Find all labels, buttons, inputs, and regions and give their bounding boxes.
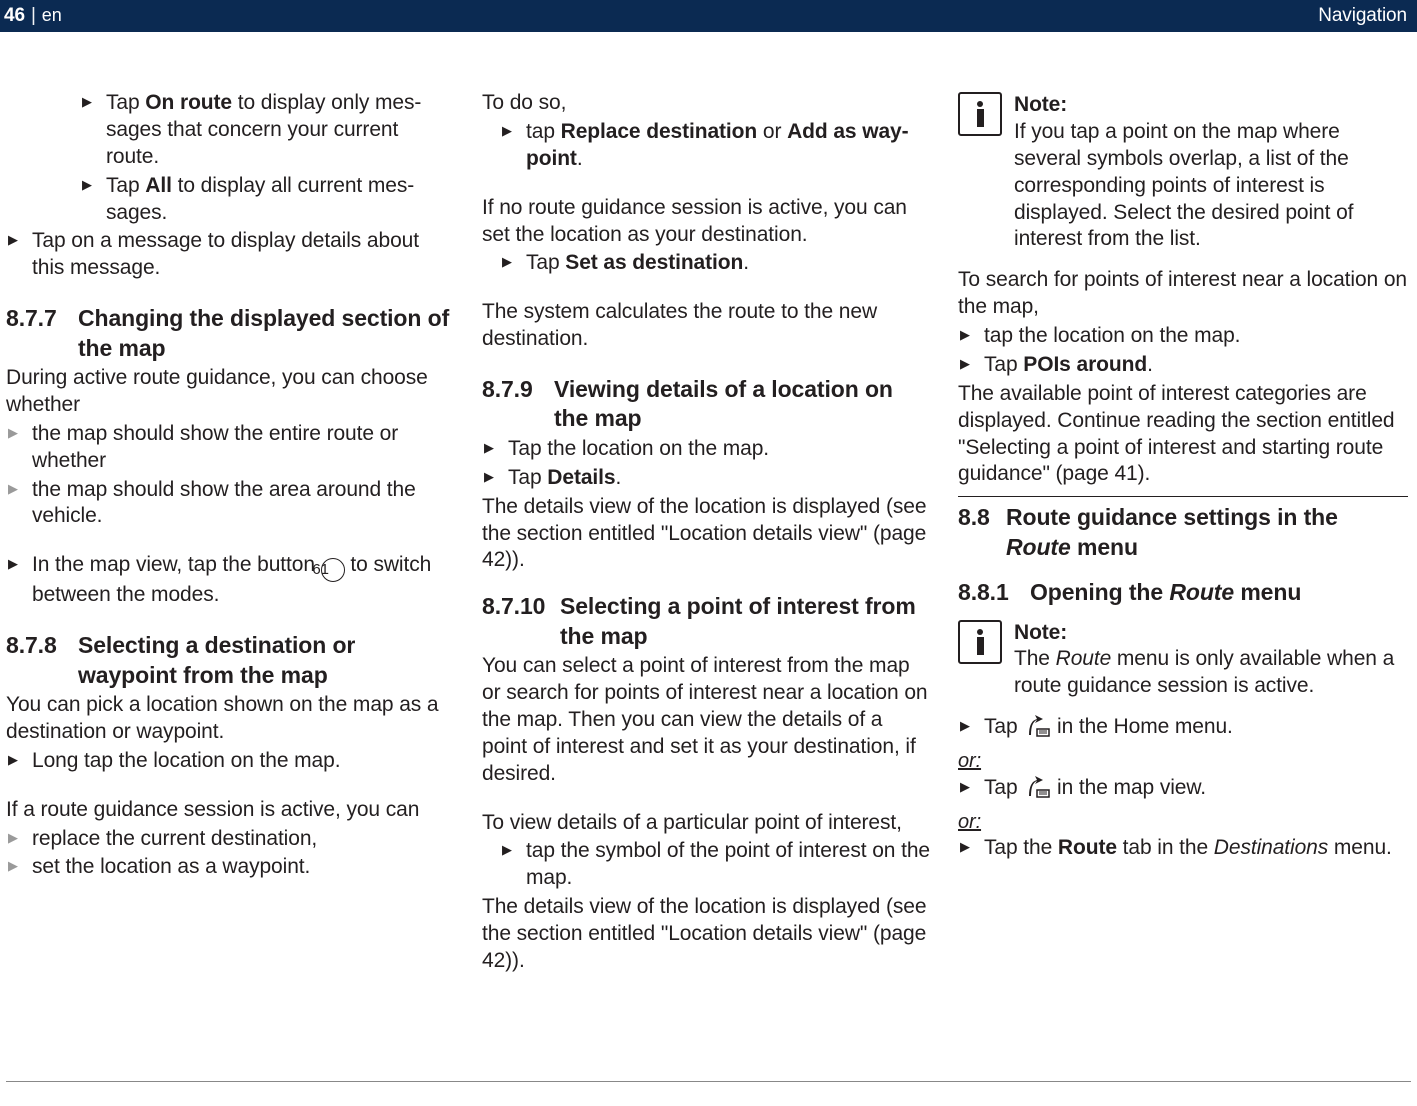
bullet-icon: ▶ (960, 327, 984, 344)
bullet-icon: ▶ (82, 94, 106, 111)
note-text: If you tap a point on the map where seve… (1014, 119, 1408, 253)
bullet-icon: ▶ (502, 842, 526, 859)
paragraph: You can pick a location shown on the map… (6, 692, 456, 746)
list-item: ▶the map should show the area around the… (6, 477, 456, 531)
note-heading: Note: (1014, 620, 1408, 647)
paragraph: To do so, (482, 90, 932, 117)
list-item: ▶Tap All to display all current mes­sage… (6, 173, 456, 227)
list-item: ▶Tap On route to display only mes­sages … (6, 90, 456, 171)
list-item: ▶Tap the Route tab in the Destinations m… (958, 835, 1408, 862)
ref-61-icon: 61 (321, 558, 345, 582)
list-item: ▶tap the symbol of the point of interest… (482, 838, 932, 892)
bullet-icon: ▶ (502, 123, 526, 140)
bullet-icon: ▶ (8, 752, 32, 769)
paragraph: The available point of interest categori… (958, 381, 1408, 489)
footer-rule (6, 1081, 1411, 1082)
list-item: ▶Tap Set as destination. (482, 250, 932, 277)
list-item: ▶Tap on a message to display details abo… (6, 228, 456, 282)
bullet-icon: ▶ (960, 356, 984, 373)
bullet-icon: ▶ (502, 254, 526, 271)
bullet-icon: ▶ (960, 718, 984, 735)
page-number: 46 (4, 4, 25, 28)
heading-8-7-9: 8.7.9Viewing details of a location on th… (482, 375, 932, 434)
or-label: or: (958, 749, 1408, 775)
bullet-icon: ▶ (82, 177, 106, 194)
bullet-icon: ▶ (8, 425, 32, 442)
bullet-icon: ▶ (8, 556, 32, 573)
info-icon (958, 620, 1002, 664)
bullet-icon: ▶ (960, 839, 984, 856)
heading-8-7-7: 8.7.7Changing the displayed sec­tion of … (6, 304, 456, 363)
paragraph: During active route guidance, you can ch… (6, 365, 456, 419)
list-item: ▶Tap the location on the map. (482, 436, 932, 463)
page-language: en (42, 4, 62, 27)
list-item: ▶Tap in the map view. (958, 775, 1408, 802)
heading-8-8-1: 8.8.1Opening the Route menu (958, 578, 1408, 607)
paragraph: If a route guidance session is active, y… (6, 797, 456, 824)
paragraph: You can select a point of interest from … (482, 653, 932, 787)
page-body: ▶Tap On route to display only mes­sages … (0, 32, 1408, 1056)
paragraph: The details view of the location is disp… (482, 894, 932, 975)
heading-8-7-10: 8.7.10Selecting a point of interest from… (482, 592, 932, 651)
list-item: ▶tap Replace destination or Add as way­p… (482, 119, 932, 173)
header-separator: | (31, 4, 36, 28)
list-item: ▶Long tap the location on the map. (6, 748, 456, 775)
bullet-icon: ▶ (484, 440, 508, 457)
route-icon (1023, 776, 1051, 798)
list-item: ▶replace the current destination, (6, 826, 456, 853)
route-icon (1023, 715, 1051, 737)
list-item: ▶tap the location on the map. (958, 323, 1408, 350)
note-box: Note: If you tap a point on the map wher… (958, 92, 1408, 253)
bullet-icon: ▶ (8, 830, 32, 847)
list-item: ▶Tap Details. (482, 465, 932, 492)
info-icon (958, 92, 1002, 136)
bullet-icon: ▶ (960, 779, 984, 796)
or-label: or: (958, 810, 1408, 836)
paragraph: If no route guidance session is active, … (482, 195, 932, 249)
note-heading: Note: (1014, 92, 1408, 119)
heading-8-7-8: 8.7.8Selecting a destination or waypoint… (6, 631, 456, 690)
paragraph: The system calculates the route to the n… (482, 299, 932, 353)
paragraph: To view details of a particular point of… (482, 810, 932, 837)
list-item: ▶Tap in the Home menu. (958, 714, 1408, 741)
paragraph: To search for points of interest near a … (958, 267, 1408, 321)
bullet-icon: ▶ (484, 469, 508, 486)
note-box: Note: The Route menu is only available w… (958, 620, 1408, 701)
page-header: 46 | en Navigation (0, 0, 1417, 32)
list-item: ▶the map should show the entire route or… (6, 421, 456, 475)
section-title: Navigation (1318, 4, 1407, 28)
note-text: The Route menu is only available when a … (1014, 646, 1408, 700)
list-item: ▶In the map view, tap the button 61 to s… (6, 552, 456, 609)
paragraph: The details view of the location is disp… (482, 494, 932, 575)
list-item: ▶set the location as a waypoint. (6, 854, 456, 881)
list-item: ▶Tap POIs around. (958, 352, 1408, 379)
bullet-icon: ▶ (8, 481, 32, 498)
bullet-icon: ▶ (8, 858, 32, 875)
bullet-icon: ▶ (8, 232, 32, 249)
heading-8-8: 8.8Route guidance settings in the Route … (958, 496, 1408, 562)
